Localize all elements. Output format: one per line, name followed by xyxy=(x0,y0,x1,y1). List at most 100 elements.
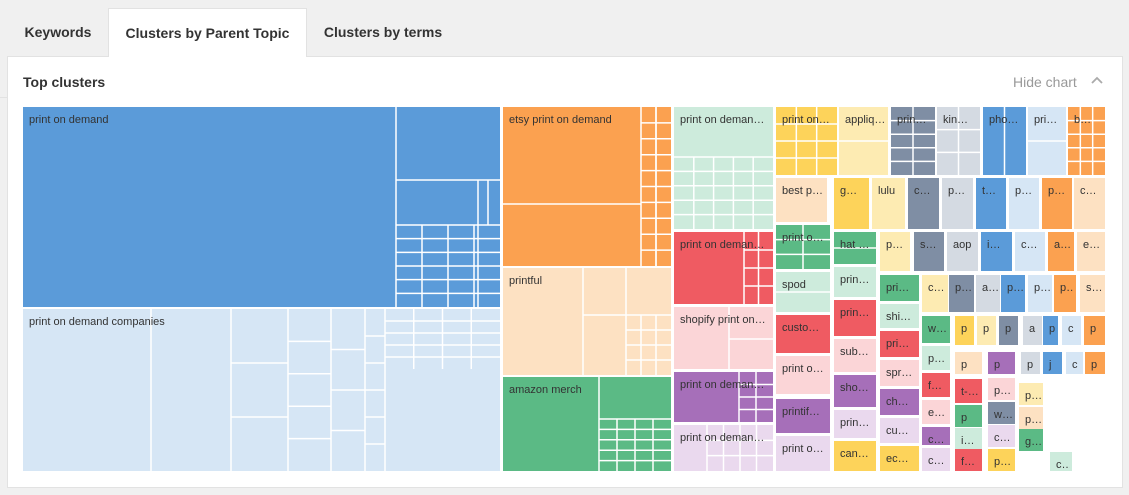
cluster-label: prin… xyxy=(840,307,869,319)
cluster-label: p xyxy=(1049,323,1055,335)
cluster-tile xyxy=(880,304,919,328)
cluster-tile xyxy=(1001,275,1025,312)
cluster-tile xyxy=(908,178,939,229)
cluster-tile xyxy=(23,309,500,471)
cluster-label: g… xyxy=(840,185,857,197)
cluster-label: printif… xyxy=(782,406,820,418)
cluster-tile xyxy=(503,268,671,375)
cluster-label: pri… xyxy=(886,282,909,294)
cluster-tile xyxy=(872,178,905,229)
cluster-tile xyxy=(776,178,827,222)
cluster-label: i… xyxy=(987,239,1000,251)
cluster-label: p xyxy=(961,412,967,424)
cluster-tile xyxy=(1054,275,1076,312)
cluster-label: ch… xyxy=(886,396,909,408)
cluster-tile xyxy=(1084,316,1105,345)
cluster-label: s… xyxy=(1086,282,1103,294)
card-title: Top clusters xyxy=(23,74,106,90)
tab-clusters-by-terms[interactable]: Clusters by terms xyxy=(323,24,443,40)
cluster-tile xyxy=(947,232,978,271)
tab-bar: Keywords Clusters by Parent Topic Cluste… xyxy=(0,0,1129,57)
cluster-tile xyxy=(880,418,919,443)
cluster-label: print on demand xyxy=(29,114,109,126)
cluster-tile xyxy=(834,178,869,229)
cluster-label: pho… xyxy=(989,114,1018,126)
cluster-label: c xyxy=(1072,359,1078,371)
cluster-tile xyxy=(834,300,876,336)
cluster-tile xyxy=(880,360,919,386)
hide-chart-button[interactable]: Hide chart xyxy=(1013,74,1077,90)
cluster-label: c… xyxy=(1056,459,1073,471)
chevron-up-icon[interactable] xyxy=(1089,72,1105,88)
cluster-tile xyxy=(834,441,876,471)
cluster-tile xyxy=(922,427,950,445)
cluster-tile xyxy=(1019,429,1043,451)
cluster-label: print on deman… xyxy=(680,379,764,391)
cluster-label: print on… xyxy=(782,114,830,126)
treemap-chart: print on demand print on demand companies… xyxy=(23,107,1105,471)
cluster-label: printful xyxy=(509,275,542,287)
cluster-label: t… xyxy=(982,185,996,197)
cluster-label: kin… xyxy=(943,114,968,126)
cluster-tile xyxy=(976,178,1006,229)
cluster-tile xyxy=(981,232,1012,271)
cluster-label: print o… xyxy=(782,443,824,455)
cluster-tile xyxy=(776,436,830,471)
cluster-label: appliq… xyxy=(845,114,885,126)
cluster-tile xyxy=(674,307,773,369)
cluster-label: p… xyxy=(886,239,903,251)
cluster-tile xyxy=(880,331,919,357)
cluster-label: s… xyxy=(920,239,937,251)
treemap-svg: print on demand print on demand companies… xyxy=(23,107,1105,471)
cluster-label: pri… xyxy=(886,338,909,350)
cluster-tile xyxy=(1028,275,1052,312)
cluster-tile xyxy=(988,425,1015,447)
cluster-tile xyxy=(880,232,910,271)
cluster-tile xyxy=(1068,107,1105,175)
tab-clusters-by-parent-topic[interactable]: Clusters by Parent Topic xyxy=(108,8,307,57)
cluster-tile xyxy=(23,107,500,307)
cluster-label: sub… xyxy=(840,346,869,358)
cluster-tile xyxy=(1015,232,1045,271)
cluster-tile xyxy=(834,267,876,297)
cluster-label: p… xyxy=(948,185,965,197)
cluster-label: p… xyxy=(994,385,1011,397)
cluster-label: b… xyxy=(1074,114,1091,126)
cluster-label: prin… xyxy=(897,114,926,126)
cluster-label: shopify print on… xyxy=(680,314,766,326)
cluster-label: amazon merch xyxy=(509,384,582,396)
cluster-label: p xyxy=(1005,323,1011,335)
cluster-tile xyxy=(674,107,773,229)
cluster-tile xyxy=(1021,352,1040,374)
cluster-label: c… xyxy=(994,432,1011,444)
cluster-label: p xyxy=(961,359,967,371)
cluster-tile xyxy=(776,356,830,394)
cluster-tile xyxy=(1042,178,1072,229)
cluster-tile xyxy=(922,275,948,312)
cluster-label: w… xyxy=(993,409,1013,421)
cluster-label: p… xyxy=(1034,282,1051,294)
cluster-label: f… xyxy=(928,380,942,392)
cluster-label: print on deman… xyxy=(680,239,764,251)
cluster-tile xyxy=(914,232,944,271)
cluster-tile xyxy=(955,449,982,471)
cluster-label: lulu xyxy=(878,185,895,197)
cluster-label: p… xyxy=(1015,185,1032,197)
cluster-tile xyxy=(1062,316,1081,345)
cluster-tile xyxy=(988,402,1015,424)
cluster-tile xyxy=(503,377,671,471)
tab-keywords[interactable]: Keywords xyxy=(24,24,92,40)
cluster-tile xyxy=(955,352,982,374)
cluster-label: ec… xyxy=(886,453,909,465)
cluster-tile xyxy=(1009,178,1039,229)
cluster-tile xyxy=(955,428,982,450)
cluster-label: best p… xyxy=(782,185,823,197)
cluster-tile xyxy=(999,316,1018,345)
cluster-tile xyxy=(834,410,876,438)
cluster-label: e… xyxy=(1083,239,1100,251)
cluster-label: print o… xyxy=(782,363,824,375)
cluster-tile xyxy=(976,275,1000,312)
cluster-label: sho… xyxy=(840,382,869,394)
cluster-label: p… xyxy=(1048,185,1065,197)
cluster-label: p… xyxy=(994,456,1011,468)
